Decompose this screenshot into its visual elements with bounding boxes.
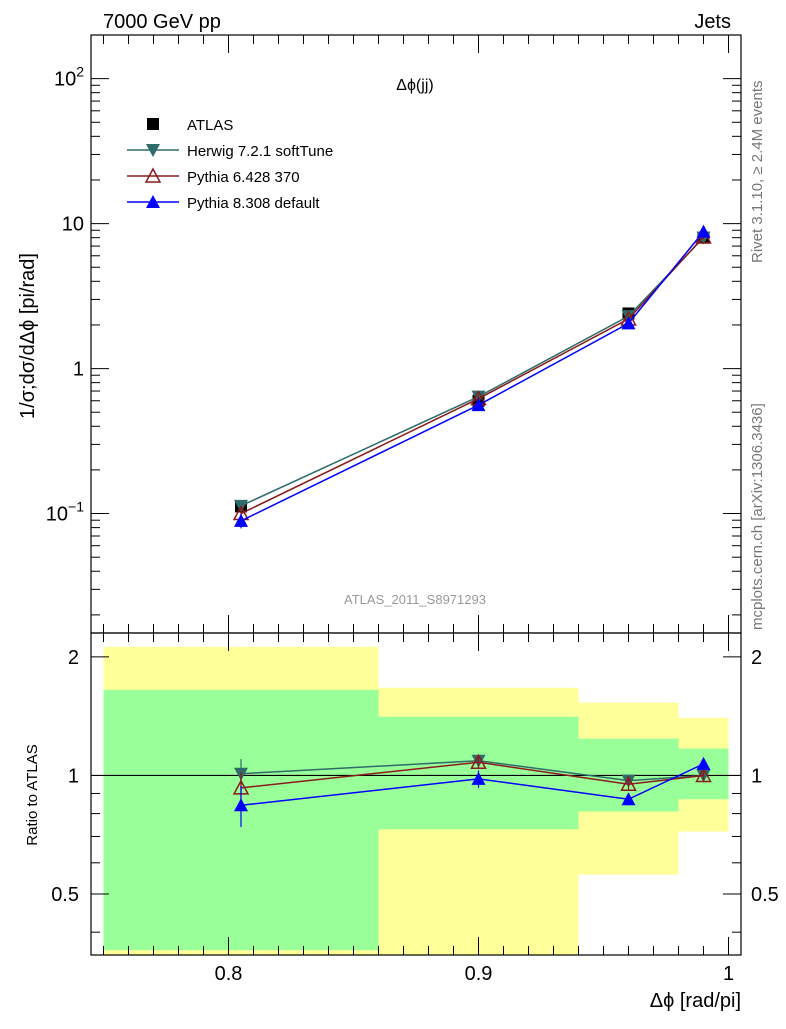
- ratio-uncertainty-bands: [103, 646, 729, 955]
- ratio-series-2: [234, 756, 711, 827]
- top-point-3-3: [696, 224, 711, 238]
- legend-entry-pythia6: Pythia 6.428 370: [127, 167, 300, 186]
- plot-title: Δϕ(jj): [396, 77, 433, 94]
- top-y-tick-exponent-0: 2: [76, 64, 84, 80]
- legend-symbol-2: [144, 167, 162, 183]
- ratio-point-2-0: [234, 798, 248, 812]
- legend-symbol-3: [146, 195, 160, 208]
- top-point-3-0: [234, 513, 248, 527]
- top-point-3-1: [471, 398, 486, 412]
- legend-label-pythia6: Pythia 6.428 370: [187, 169, 300, 186]
- top-series-line-3: [240, 231, 705, 522]
- header-right-label: Jets: [694, 11, 731, 33]
- ratio-series-line-0: [240, 759, 704, 782]
- top-y-tick-label-1: 10: [62, 214, 84, 236]
- ratio-point-1-3: [695, 766, 712, 783]
- legend-label-herwig: Herwig 7.2.1 softTune: [187, 143, 333, 160]
- legend-symbol-1: [146, 144, 160, 157]
- ratio-panel-frame: [90, 632, 742, 956]
- ratio-y-axis-title: Ratio to ATLAS: [24, 744, 41, 845]
- legend-entry-herwig: Herwig 7.2.1 softTune: [127, 143, 333, 160]
- legend-marker-atlas: [147, 118, 159, 130]
- top-point-3-2: [621, 316, 636, 330]
- x-tick-label-2: 1: [723, 963, 734, 985]
- ratio-series-line-2: [240, 763, 704, 807]
- legend-label-pythia8: Pythia 8.308 default: [187, 195, 320, 212]
- x-tick-label-1: 0.9: [465, 963, 493, 985]
- x-axis-title: Δϕ [rad/pi]: [650, 990, 741, 1012]
- ratio-y-tick-label-right-1: 1: [751, 765, 762, 787]
- ratio-series-group: [232, 753, 712, 827]
- top-y-axis-title: 1/σ;dσ/dΔϕ [pi/rad]: [17, 253, 39, 419]
- top-y-tick-label-2: 1: [73, 359, 84, 381]
- ratio-y-tick-label-left-1: 1: [68, 765, 79, 787]
- axes: 102 10 1 10−1 0.8 0.9 1 0.5 0.5 1 1 2 2: [46, 34, 779, 985]
- top-series-1: [234, 231, 711, 513]
- legend-marker-pythia8: [127, 195, 179, 208]
- ratio-y-tick-label-right-2: 2: [751, 647, 762, 669]
- ratio-point-1-1: [470, 753, 487, 770]
- ratio-y-tick-label-right-0: 0.5: [751, 884, 779, 906]
- legend-marker-herwig: [127, 144, 179, 157]
- ratio-point-2-2: [621, 792, 636, 806]
- top-y-tick-exponent-3: −1: [68, 499, 84, 515]
- legend: ATLAS Herwig 7.2.1 softTune Pythia 6.428…: [127, 117, 333, 212]
- ratio-point-2-3: [696, 756, 711, 770]
- analysis-watermark: ATLAS_2011_S8971293: [344, 592, 486, 607]
- top-series-3: [234, 224, 711, 529]
- top-y-tick-label-3: 10−1: [46, 499, 84, 526]
- legend-entry-pythia8: Pythia 8.308 default: [127, 195, 320, 212]
- legend-marker-pythia6: [127, 167, 179, 183]
- top-series-line-1: [240, 237, 705, 507]
- x-tick-label-0: 0.8: [215, 963, 243, 985]
- ratio-y-tick-label-left-0: 0.5: [51, 884, 79, 906]
- legend-entry-atlas: ATLAS: [147, 117, 233, 134]
- top-series-0: [235, 231, 710, 514]
- ratio-point-1-2: [620, 775, 637, 791]
- legend-symbol-0: [147, 118, 159, 130]
- ratio-y-tick-label-left-2: 2: [68, 647, 79, 669]
- top-series-line-2: [240, 236, 705, 515]
- mcplots-credit-label: mcplots.cern.ch [arXiv:1306.3436]: [749, 403, 766, 630]
- ratio-series-line-1: [240, 761, 704, 789]
- top-series-group: [232, 224, 712, 529]
- legend-label-atlas: ATLAS: [187, 117, 233, 134]
- header-left-label: 7000 GeV pp: [103, 11, 221, 33]
- top-y-tick-label-0: 102: [54, 64, 84, 91]
- rivet-version-label: Rivet 3.1.10, ≥ 2.4M events: [749, 81, 766, 264]
- ratio-point-2-1: [471, 771, 486, 785]
